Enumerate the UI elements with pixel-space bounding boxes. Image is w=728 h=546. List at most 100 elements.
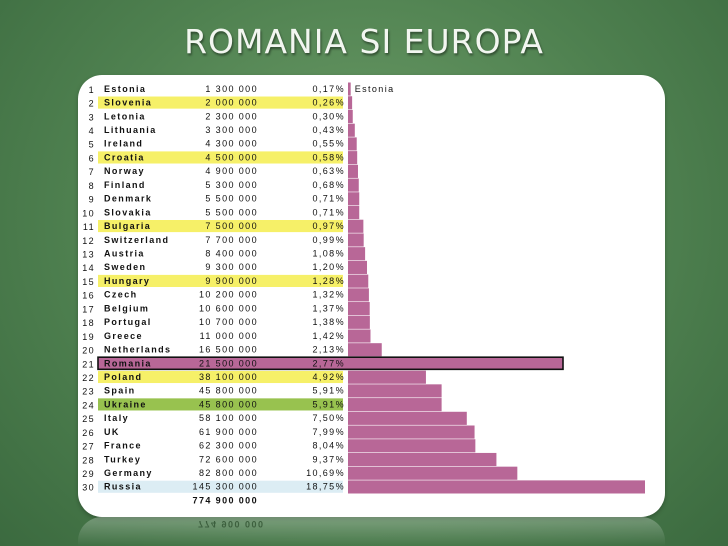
bar-ukraine [348, 398, 442, 412]
percent-value: 4,92% [312, 372, 345, 382]
bar-austria [348, 247, 366, 261]
population-value: 2 000 000 [205, 98, 258, 108]
bar-data-label: Estonia [355, 84, 395, 94]
slide-title: ROMANIA SI EUROPA [184, 22, 544, 61]
row-highlight [98, 357, 563, 370]
percent-value: 10,69% [306, 468, 345, 478]
percent-value: 0,17% [312, 84, 345, 94]
country-label: Norway [104, 166, 145, 176]
percent-value: 5,91% [312, 399, 345, 409]
population-value: 38 100 000 [199, 372, 258, 382]
country-label: France [104, 441, 142, 451]
country-label: Estonia [104, 84, 146, 94]
rank-label: 15 [82, 277, 95, 287]
percent-value: 0,63% [312, 166, 345, 176]
country-label: UK [104, 427, 120, 437]
percent-value: 0,30% [312, 111, 345, 121]
rank-label: 10 [82, 208, 95, 218]
rank-label: 13 [82, 250, 95, 260]
country-label: Italy [104, 413, 129, 423]
bar-denmark [348, 192, 360, 206]
population-value: 82 800 000 [199, 468, 258, 478]
country-label: Russia [104, 482, 142, 492]
country-label: Poland [104, 372, 142, 382]
rank-label: 26 [82, 428, 95, 438]
rank-label: 11 [83, 222, 95, 232]
country-label: Switzerland [104, 235, 169, 245]
population-value: 11 000 000 [200, 331, 258, 341]
population-value: 3 300 000 [205, 125, 258, 135]
rank-label: 17 [82, 304, 95, 314]
country-label: Germany [104, 468, 153, 478]
percent-value: 7,99% [312, 427, 345, 437]
percent-value: 1,32% [312, 290, 345, 300]
country-label: Letonia [104, 111, 146, 121]
percent-value: 0,55% [312, 139, 345, 149]
bar-slovakia [348, 205, 360, 220]
bar-spain [348, 384, 442, 398]
bar-belgium [348, 302, 370, 316]
rank-label: 3 [89, 112, 95, 122]
rank-label: 6 [89, 153, 95, 163]
population-value: 10 600 000 [199, 303, 258, 313]
bar-ireland [348, 137, 357, 151]
bar-slovenia [348, 96, 353, 110]
country-label: Greece [104, 331, 143, 341]
country-label: Lithuania [104, 125, 157, 135]
population-value: 2 300 000 [205, 111, 258, 121]
rank-label: 22 [82, 373, 95, 383]
population-value: 61 900 000 [199, 427, 258, 437]
country-label: Ukraine [104, 399, 147, 409]
rank-label: 30 [82, 483, 95, 493]
country-label: Denmark [104, 194, 152, 204]
population-value: 8 400 000 [205, 249, 258, 259]
row-highlight [98, 398, 343, 411]
rank-label: 4 [89, 126, 95, 136]
bar-lithuania [348, 123, 355, 137]
percent-value: 1,37% [312, 303, 345, 313]
percent-value: 1,42% [312, 331, 345, 341]
population-chart: 1 Estonia 1 300 000 0,17% 2 Slovenia 2 000 000… [82, 82, 645, 505]
bar-netherlands [348, 343, 382, 357]
bar-turkey [348, 452, 497, 467]
rank-label: 29 [82, 469, 95, 479]
bar-romania [348, 356, 392, 371]
percent-value: 0,43% [312, 125, 345, 135]
percent-value: 0,71% [312, 194, 345, 204]
population-value: 1 300 000 [205, 84, 258, 94]
reflection-total: 774 900 000 [198, 519, 265, 529]
bar-france [348, 439, 476, 453]
percent-value: 1,38% [312, 317, 345, 327]
percent-value: 0,58% [312, 152, 345, 162]
romania-row-outline [97, 356, 564, 371]
percent-value: 0,99% [312, 235, 345, 245]
bar-portugal [348, 315, 370, 329]
percent-value: 2,77% [312, 358, 345, 368]
country-label: Sweden [104, 262, 146, 272]
chart-panel: 1 Estonia 1 300 000 0,17% 2 Slovenia 2 000 000… [78, 75, 665, 517]
country-label: Slovenia [104, 98, 152, 108]
percent-value: 0,71% [312, 207, 345, 217]
percent-value: 7,50% [312, 413, 345, 423]
rank-label: 14 [82, 263, 95, 273]
population-value: 9 900 000 [205, 276, 258, 286]
percent-value: 1,20% [312, 262, 345, 272]
population-value: 10 200 000 [199, 290, 258, 300]
population-value: 5 500 000 [205, 194, 258, 204]
population-value: 72 600 000 [199, 454, 258, 464]
rank-label: 7 [89, 167, 95, 177]
country-label: Turkey [104, 454, 141, 464]
rank-label: 2 [89, 99, 95, 109]
bar-italy [348, 411, 467, 425]
population-value: 5 500 000 [205, 207, 258, 217]
population-value: 7 500 000 [205, 221, 258, 231]
percent-value: 5,91% [312, 386, 345, 396]
population-value: 4 900 000 [205, 166, 258, 176]
bar-finland [348, 178, 359, 192]
country-label: Netherlands [104, 345, 171, 355]
bar-bulgaria [348, 219, 364, 233]
row-highlight [98, 274, 343, 287]
country-label: Belgium [104, 303, 149, 313]
rank-label: 20 [82, 346, 95, 356]
rank-label: 12 [82, 236, 95, 246]
